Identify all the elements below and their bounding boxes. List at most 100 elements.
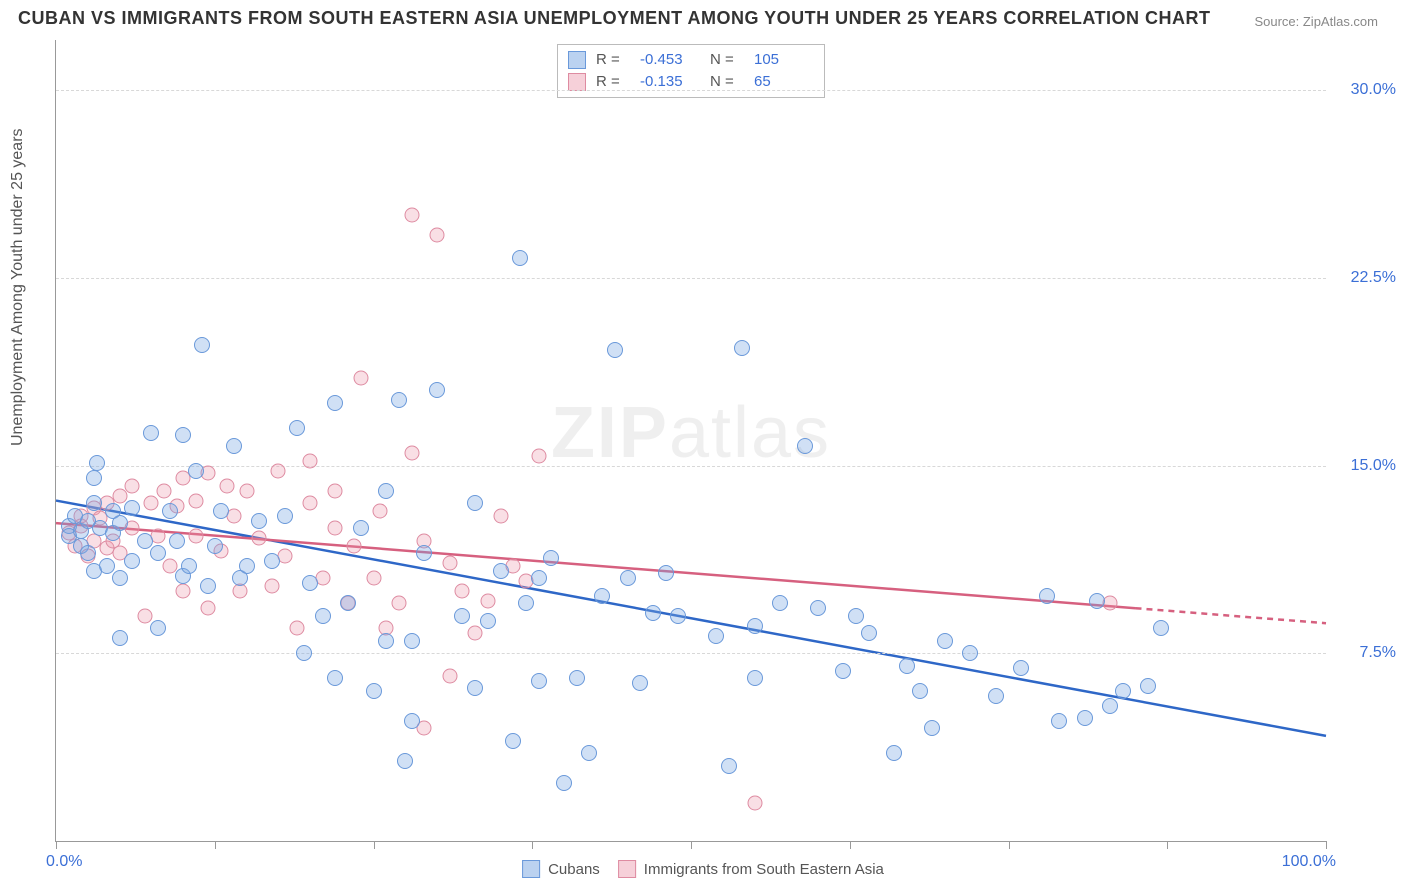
- data-point: [848, 608, 864, 624]
- data-point: [347, 538, 362, 553]
- data-point: [200, 578, 216, 594]
- data-point: [454, 608, 470, 624]
- n-value-blue: 105: [754, 49, 814, 71]
- data-point: [493, 563, 509, 579]
- data-point: [531, 448, 546, 463]
- data-point: [658, 565, 674, 581]
- r-label: R =: [596, 49, 630, 71]
- data-point: [124, 553, 140, 569]
- x-tick: [850, 841, 851, 849]
- data-point: [156, 483, 171, 498]
- data-point: [988, 688, 1004, 704]
- swatch-blue: [522, 860, 540, 878]
- data-point: [150, 620, 166, 636]
- data-point: [264, 553, 280, 569]
- r-value-blue: -0.453: [640, 49, 700, 71]
- x-tick: [215, 841, 216, 849]
- data-point: [493, 508, 508, 523]
- data-point: [1140, 678, 1156, 694]
- legend-series: Cubans Immigrants from South Eastern Asi…: [522, 860, 884, 878]
- source-name: ZipAtlas.com: [1303, 14, 1378, 29]
- data-point: [289, 420, 305, 436]
- chart-title: CUBAN VS IMMIGRANTS FROM SOUTH EASTERN A…: [18, 8, 1211, 29]
- data-point: [467, 680, 483, 696]
- data-point: [391, 596, 406, 611]
- data-point: [430, 228, 445, 243]
- gridline: [56, 466, 1326, 467]
- data-point: [404, 446, 419, 461]
- data-point: [162, 503, 178, 519]
- gridline: [56, 90, 1326, 91]
- data-point: [581, 745, 597, 761]
- data-point: [531, 570, 547, 586]
- data-point: [239, 483, 254, 498]
- data-point: [708, 628, 724, 644]
- data-point: [772, 595, 788, 611]
- data-point: [353, 520, 369, 536]
- data-point: [112, 570, 128, 586]
- data-point: [112, 488, 127, 503]
- data-point: [512, 250, 528, 266]
- data-point: [137, 608, 152, 623]
- watermark-bold: ZIP: [551, 392, 669, 472]
- watermark: ZIPatlas: [551, 391, 831, 473]
- data-point: [442, 556, 457, 571]
- data-point: [518, 595, 534, 611]
- data-point: [302, 575, 318, 591]
- data-point: [810, 600, 826, 616]
- x-tick: [56, 841, 57, 849]
- data-point: [886, 745, 902, 761]
- data-point: [137, 533, 153, 549]
- data-point: [327, 670, 343, 686]
- data-point: [264, 578, 279, 593]
- x-min-label: 0.0%: [46, 853, 82, 871]
- data-point: [594, 588, 610, 604]
- data-point: [99, 558, 115, 574]
- n-label: N =: [710, 49, 744, 71]
- data-point: [303, 453, 318, 468]
- x-tick: [374, 841, 375, 849]
- data-point: [962, 645, 978, 661]
- data-point: [416, 545, 432, 561]
- data-point: [924, 720, 940, 736]
- watermark-thin: atlas: [669, 392, 831, 472]
- data-point: [397, 753, 413, 769]
- data-point: [252, 531, 267, 546]
- data-point: [505, 733, 521, 749]
- data-point: [226, 438, 242, 454]
- data-point: [277, 508, 293, 524]
- legend-stats-row-blue: R = -0.453 N = 105: [568, 49, 814, 71]
- data-point: [835, 663, 851, 679]
- x-tick: [532, 841, 533, 849]
- data-point: [327, 395, 343, 411]
- data-point: [1089, 593, 1105, 609]
- data-point: [303, 496, 318, 511]
- x-tick: [1167, 841, 1168, 849]
- data-point: [328, 521, 343, 536]
- legend-label-pink: Immigrants from South Eastern Asia: [644, 861, 884, 878]
- data-point: [747, 796, 762, 811]
- data-point: [89, 455, 105, 471]
- data-point: [531, 673, 547, 689]
- data-point: [1051, 713, 1067, 729]
- x-max-label: 100.0%: [1282, 853, 1336, 871]
- data-point: [188, 493, 203, 508]
- y-axis-title: Unemployment Among Youth under 25 years: [9, 128, 27, 446]
- data-point: [378, 483, 394, 499]
- data-point: [556, 775, 572, 791]
- x-tick: [1326, 841, 1327, 849]
- data-point: [937, 633, 953, 649]
- data-point: [734, 340, 750, 356]
- data-point: [251, 513, 267, 529]
- data-point: [366, 683, 382, 699]
- data-point: [290, 621, 305, 636]
- data-point: [1013, 660, 1029, 676]
- data-point: [112, 515, 128, 531]
- data-point: [721, 758, 737, 774]
- data-point: [645, 605, 661, 621]
- y-tick-label: 7.5%: [1336, 644, 1396, 662]
- data-point: [747, 670, 763, 686]
- x-tick: [1009, 841, 1010, 849]
- data-point: [340, 595, 356, 611]
- legend-item-pink: Immigrants from South Eastern Asia: [618, 860, 884, 878]
